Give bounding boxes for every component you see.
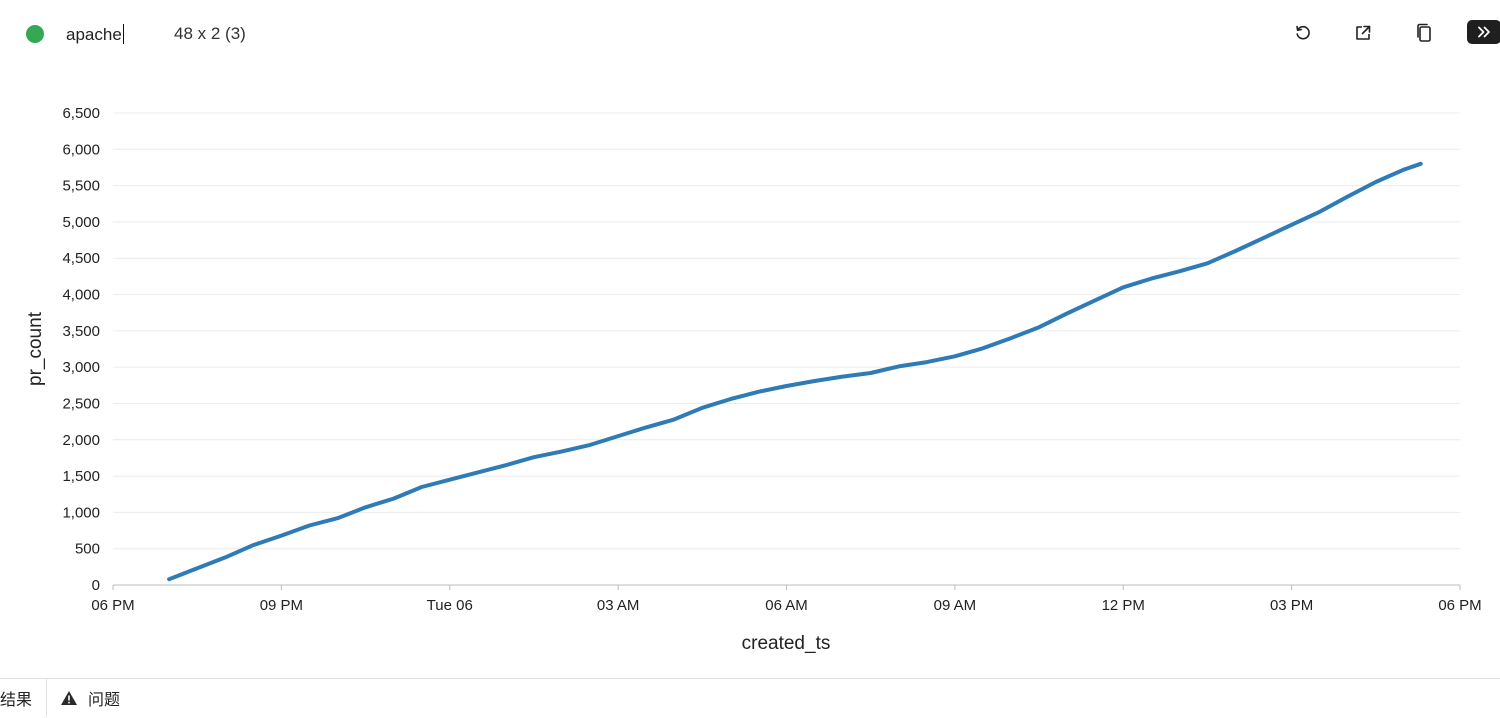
y-tick-label: 2,000 — [62, 432, 100, 449]
expand-panel-icon[interactable] — [1467, 20, 1500, 44]
x-tick-label: 12 PM — [1102, 597, 1145, 614]
y-tick-label: 2,500 — [62, 395, 100, 412]
x-tick-label: 06 PM — [1438, 597, 1481, 614]
query-name-field[interactable]: apache — [66, 24, 124, 45]
x-axis-title: created_ts — [742, 633, 831, 654]
y-tick-label: 3,000 — [62, 359, 100, 376]
result-toolbar: apache 48 x 2 (3) — [0, 0, 1500, 68]
x-tick-label: 06 AM — [765, 597, 808, 614]
refresh-icon[interactable] — [1290, 20, 1316, 46]
chart-canvas: 0 500 1,000 1,500 2,000 2,500 3,000 3,500 4,000 4… — [25, 105, 1482, 654]
x-tick-label: 03 PM — [1270, 597, 1313, 614]
y-tick-label: 3,500 — [62, 323, 100, 340]
query-name-text: apache — [66, 25, 122, 44]
y-tick-label: 4,000 — [62, 287, 100, 304]
x-tick-label: 03 AM — [597, 597, 640, 614]
tab-issues[interactable]: 问题 — [60, 679, 120, 717]
tab-results[interactable]: 结果 — [0, 679, 47, 717]
open-external-icon[interactable] — [1350, 20, 1376, 46]
line-chart: 0 500 1,000 1,500 2,000 2,500 3,000 3,500 4,000 4… — [0, 68, 1500, 678]
x-tick-label: 09 PM — [260, 597, 303, 614]
y-axis: 0 500 1,000 1,500 2,000 2,500 3,000 3,500 4,000 4… — [62, 105, 100, 594]
grid-lines — [113, 112, 1460, 586]
y-tick-label: 4,500 — [62, 250, 100, 267]
y-tick-label: 1,500 — [62, 468, 100, 485]
x-axis: 06 PM 09 PM Tue 06 03 AM 06 AM 09 AM 12 PM 03 P… — [91, 584, 1482, 614]
x-tick-label: 09 AM — [934, 597, 977, 614]
result-dimensions: 48 x 2 (3) — [174, 24, 246, 43]
y-tick-label: 5,000 — [62, 214, 100, 231]
y-tick-label: 6,000 — [62, 141, 100, 158]
y-tick-label: 1,000 — [62, 504, 100, 521]
x-tick-label: 06 PM — [91, 597, 134, 614]
text-cursor — [122, 24, 124, 44]
y-axis-title: pr_count — [25, 311, 46, 386]
bottom-panel-tabs: 结果 问题 — [0, 678, 1500, 718]
copy-icon[interactable] — [1411, 20, 1437, 46]
series-layer — [167, 161, 1423, 582]
y-tick-label: 5,500 — [62, 178, 100, 195]
x-tick-label: Tue 06 — [427, 597, 473, 614]
warning-icon — [60, 690, 78, 706]
y-tick-label: 6,500 — [62, 105, 100, 122]
status-indicator — [26, 25, 44, 43]
tab-results-label: 结果 — [0, 692, 33, 709]
y-tick-label: 500 — [75, 541, 100, 558]
y-tick-label: 0 — [92, 577, 100, 594]
tab-issues-label: 问题 — [88, 692, 121, 709]
series-line — [167, 161, 1423, 582]
